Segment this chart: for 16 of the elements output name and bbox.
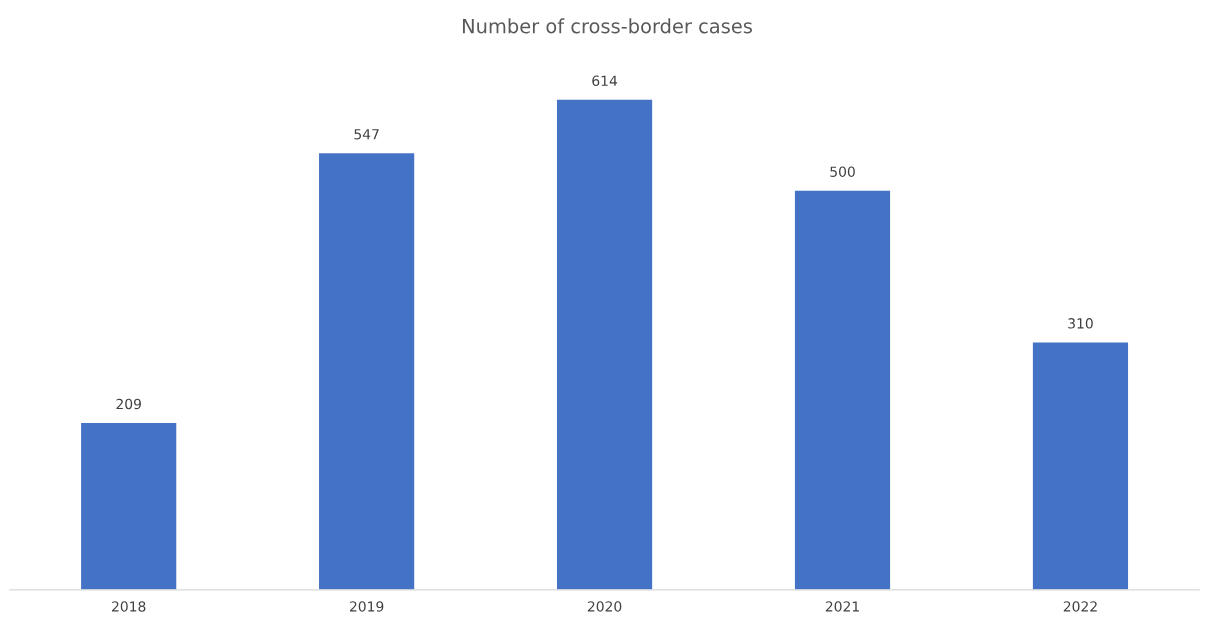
bar bbox=[1032, 342, 1129, 590]
data-label: 500 bbox=[830, 166, 855, 177]
bar bbox=[794, 190, 891, 590]
data-label: 209 bbox=[116, 398, 141, 410]
data-label: 614 bbox=[592, 75, 618, 86]
x-tick-label: 2020 bbox=[587, 601, 622, 612]
bar bbox=[556, 99, 653, 590]
x-tick-label: 2019 bbox=[349, 601, 384, 612]
x-tick-label: 2021 bbox=[825, 601, 859, 612]
x-tick-label: 2018 bbox=[112, 601, 146, 612]
chart-title: Number of cross-border cases bbox=[462, 18, 752, 34]
data-label: 547 bbox=[354, 129, 379, 140]
bar bbox=[81, 423, 177, 590]
bar bbox=[319, 153, 415, 590]
data-label: 310 bbox=[1068, 318, 1093, 329]
x-tick-label: 2022 bbox=[1063, 601, 1097, 612]
